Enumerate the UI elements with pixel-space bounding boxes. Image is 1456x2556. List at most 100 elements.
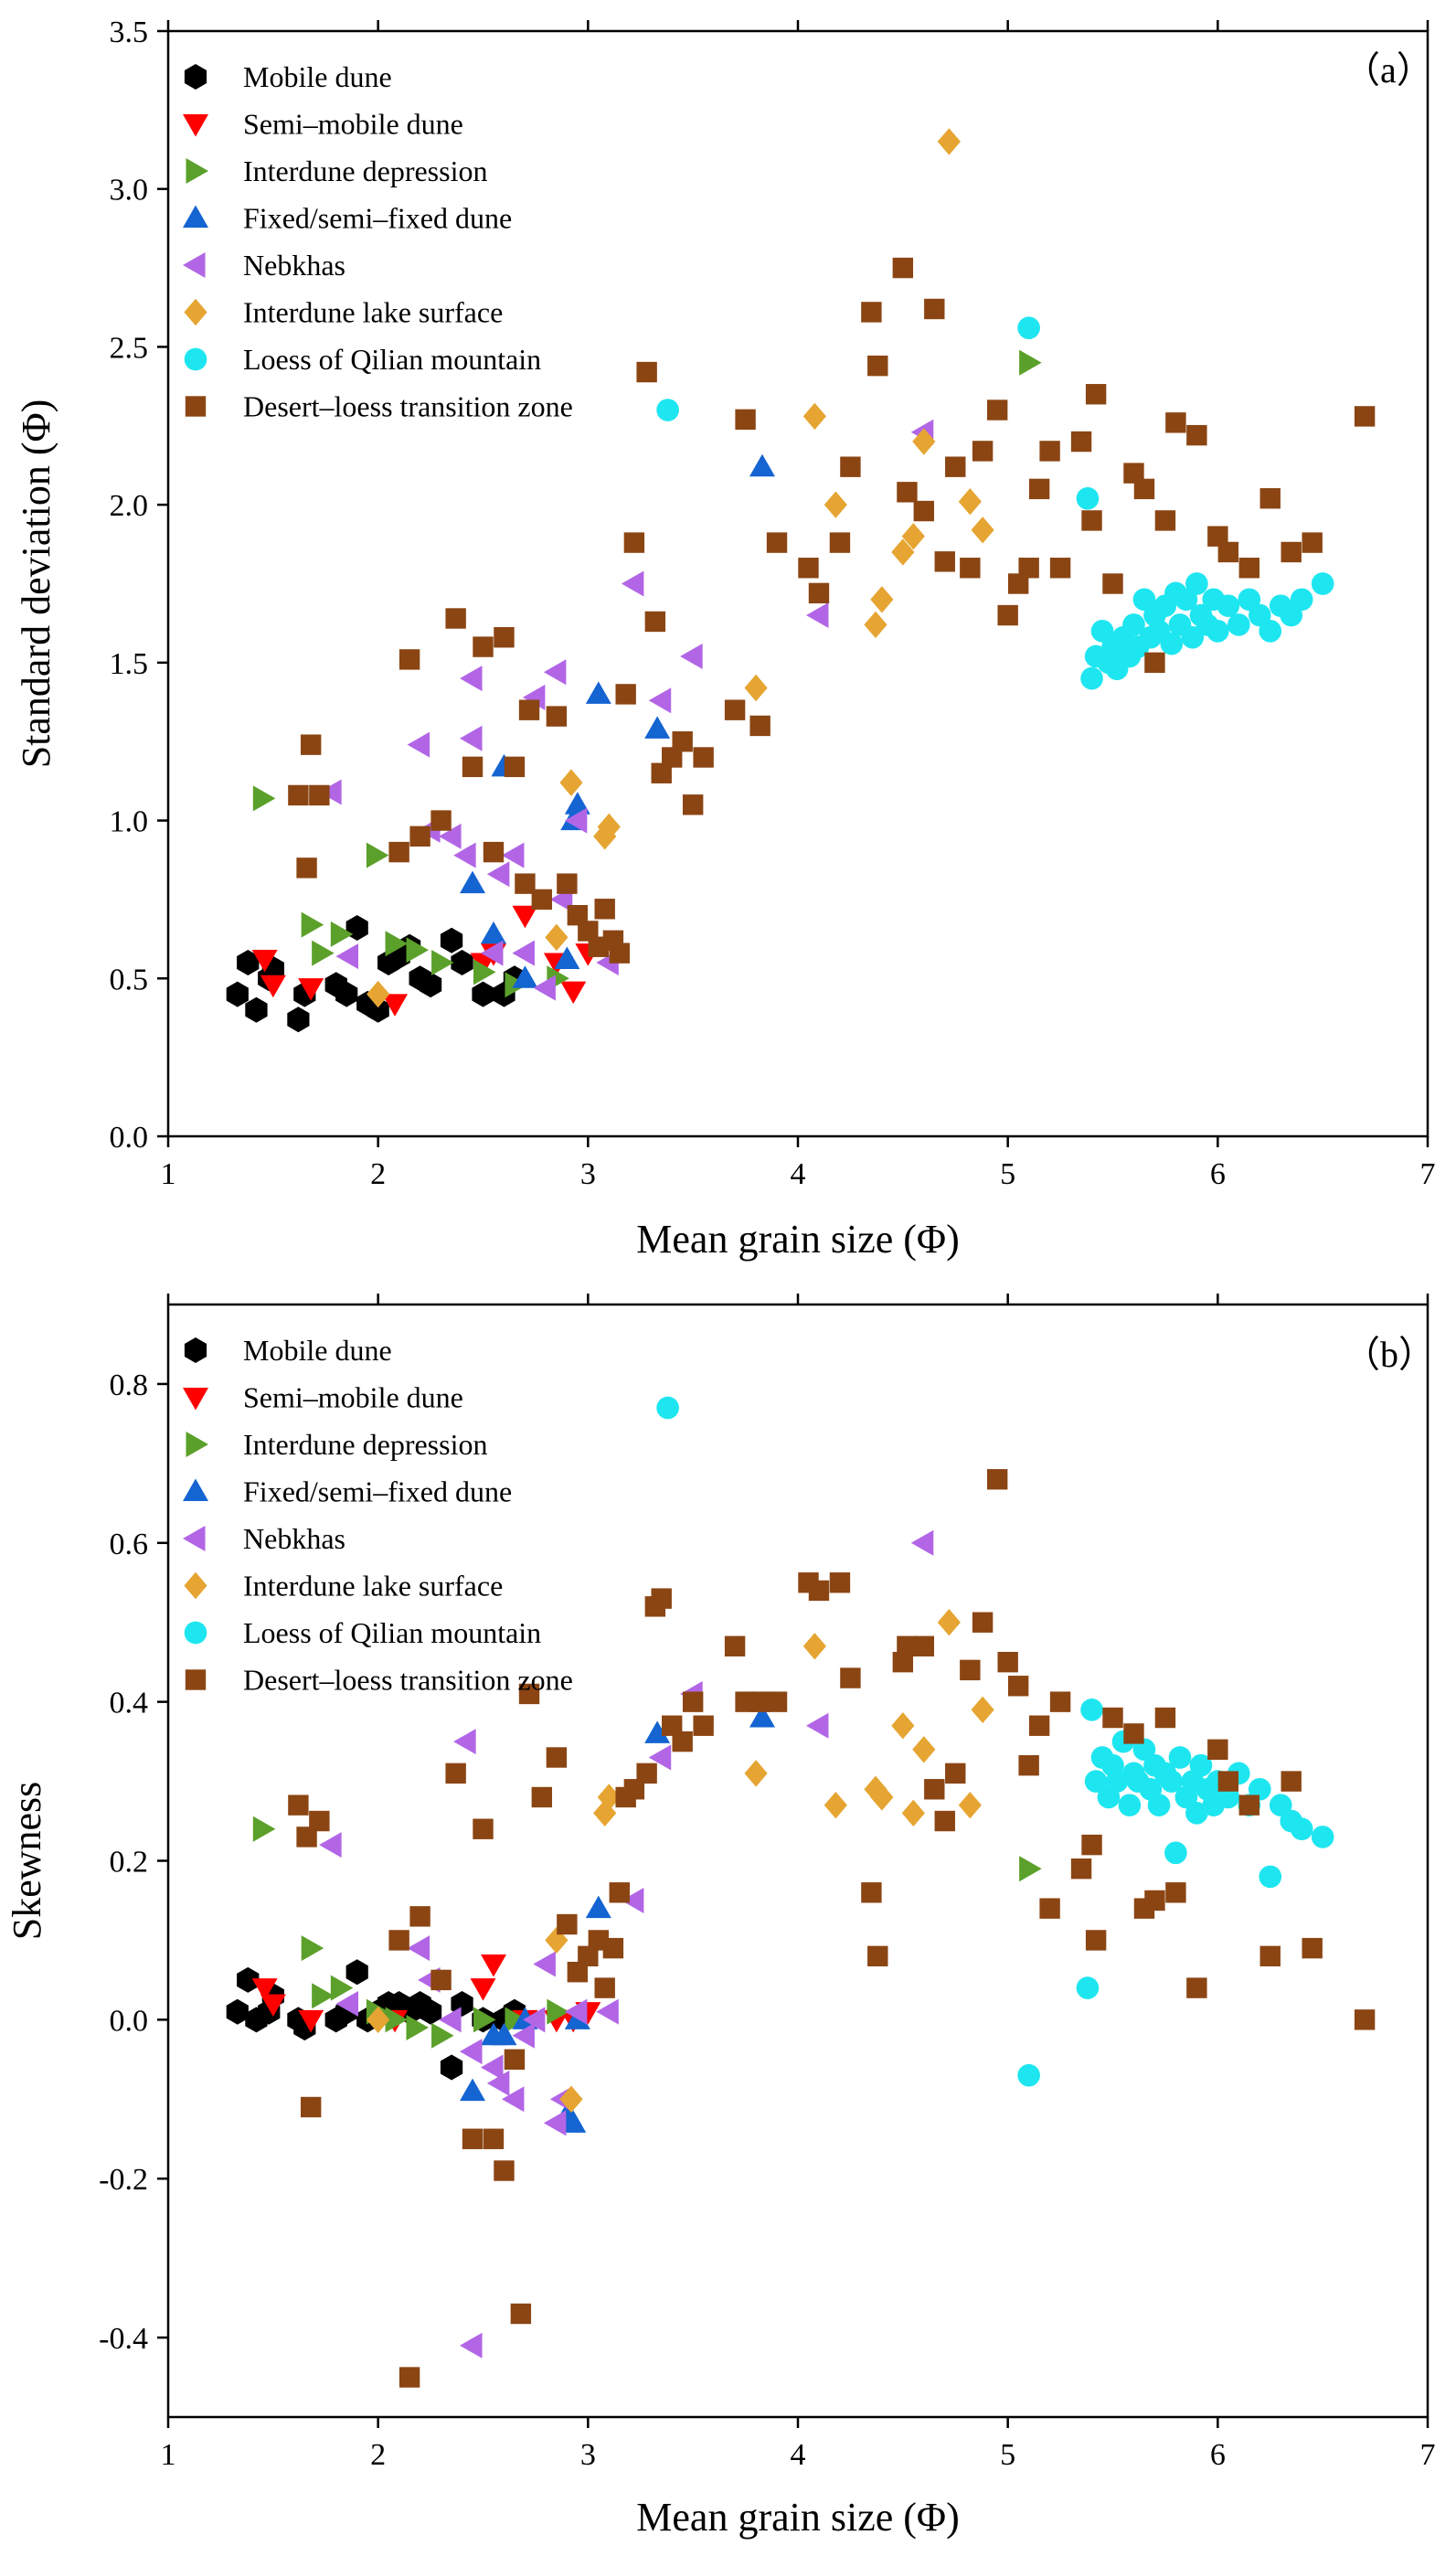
point-desert-loess-transition-zone: [1085, 384, 1107, 405]
y-tick-label: 0.5: [110, 963, 149, 996]
point-loess-of-qilian-mountain: [1160, 1770, 1184, 1793]
point-desert-loess-transition-zone: [309, 784, 330, 806]
point-interdune-lake-surface: [901, 1799, 925, 1827]
point-interdune-depression: [1019, 349, 1042, 376]
point-desert-loess-transition-zone: [861, 302, 882, 323]
point-desert-loess-transition-zone: [615, 684, 636, 705]
point-desert-loess-transition-zone: [445, 1763, 466, 1784]
point-desert-loess-transition-zone: [546, 1747, 568, 1768]
y-tick-label: 0.6: [110, 1528, 149, 1561]
point-nebkhas: [460, 2039, 483, 2065]
legend-label: Loess of Qilian mountain: [243, 1616, 541, 1649]
point-mobile-dune: [226, 1998, 249, 2025]
point-desert-loess-transition-zone: [430, 810, 452, 831]
point-loess-of-qilian-mountain: [1217, 1785, 1240, 1809]
point-desert-loess-transition-zone: [409, 1906, 430, 1927]
point-loess-of-qilian-mountain: [1185, 572, 1208, 595]
point-desert-loess-transition-zone: [945, 1763, 966, 1784]
point-desert-loess-transition-zone: [388, 1930, 409, 1951]
point-desert-loess-transition-zone: [1133, 478, 1155, 500]
point-interdune-lake-surface: [971, 517, 994, 544]
point-desert-loess-transition-zone: [913, 1635, 934, 1656]
point-desert-loess-transition-zone: [1259, 488, 1281, 509]
point-desert-loess-transition-zone: [518, 699, 540, 720]
point-interdune-lake-surface: [937, 1609, 961, 1636]
point-desert-loess-transition-zone: [1049, 558, 1071, 579]
point-loess-of-qilian-mountain: [656, 1396, 679, 1420]
point-desert-loess-transition-zone: [672, 1731, 693, 1752]
y-tick-label: 3.0: [110, 174, 149, 208]
point-nebkhas: [648, 687, 672, 714]
point-desert-loess-transition-zone: [510, 2303, 532, 2325]
chart-panel-b: 1 2 3 4 5 6 7 -0.4 -0.2 0.0 0.2 0.4 0.6 0.8 Mean grain…: [5, 1294, 1436, 2540]
point-desert-loess-transition-zone: [594, 899, 615, 920]
legend-label: Mobile dune: [243, 1334, 392, 1367]
point-desert-loess-transition-zone: [1154, 510, 1176, 531]
point-desert-loess-transition-zone: [473, 636, 494, 657]
point-loess-of-qilian-mountain: [1185, 1802, 1208, 1825]
data-points: [226, 1396, 1376, 2388]
point-desert-loess-transition-zone: [1102, 1707, 1123, 1729]
x-tick-label: 7: [1420, 2438, 1436, 2472]
point-loess-of-qilian-mountain: [1164, 1841, 1187, 1865]
y-axis-title: Skewness: [5, 1782, 49, 1941]
point-desert-loess-transition-zone: [829, 532, 851, 553]
legend-label: Interdune depression: [243, 1428, 487, 1461]
point-desert-loess-transition-zone: [636, 361, 657, 383]
point-desert-loess-transition-zone: [840, 456, 861, 477]
point-loess-of-qilian-mountain: [1017, 2063, 1040, 2087]
point-desert-loess-transition-zone: [1186, 424, 1207, 446]
point-desert-loess-transition-zone: [430, 1969, 452, 1991]
point-desert-loess-transition-zone: [997, 604, 1018, 626]
point-loess-of-qilian-mountain: [1290, 1817, 1313, 1841]
point-interdune-lake-surface: [802, 1633, 826, 1660]
point-desert-loess-transition-zone: [986, 1469, 1008, 1490]
point-interdune-lake-surface: [891, 538, 915, 566]
point-desert-loess-transition-zone: [1081, 1834, 1102, 1856]
x-tick-label: 4: [791, 1157, 806, 1191]
legend-marker: [183, 205, 208, 228]
point-desert-loess-transition-zone: [594, 1977, 615, 1998]
point-fixed-semi-fixed-dune: [491, 2022, 517, 2046]
point-desert-loess-transition-zone: [1207, 1739, 1228, 1760]
legend-label: Fixed/semi–fixed dune: [243, 202, 512, 235]
point-desert-loess-transition-zone: [829, 1572, 851, 1593]
y-tick-label: 0.0: [110, 2004, 149, 2038]
point-desert-loess-transition-zone: [1070, 431, 1092, 453]
point-nebkhas: [486, 2070, 510, 2096]
point-desert-loess-transition-zone: [399, 649, 420, 670]
legend-label: Desert–loess transition zone: [243, 390, 573, 423]
point-desert-loess-transition-zone: [300, 2096, 322, 2118]
point-interdune-depression: [252, 785, 276, 812]
point-loess-of-qilian-mountain: [1090, 619, 1114, 643]
point-semi-mobile-dune: [560, 981, 587, 1005]
point-fixed-semi-fixed-dune: [512, 965, 538, 988]
point-interdune-lake-surface: [559, 2085, 583, 2113]
panel-label: （a）: [1344, 49, 1433, 91]
legend-label: Semi–mobile dune: [243, 1381, 463, 1414]
point-loess-of-qilian-mountain: [1238, 588, 1261, 612]
point-loess-of-qilian-mountain: [656, 399, 679, 421]
point-desert-loess-transition-zone: [897, 482, 918, 503]
point-desert-loess-transition-zone: [515, 873, 536, 894]
point-nebkhas: [621, 570, 644, 597]
point-desert-loess-transition-zone: [399, 2367, 420, 2388]
y-tick-label: 3.5: [110, 16, 149, 49]
point-interdune-lake-surface: [597, 1784, 621, 1811]
point-loess-of-qilian-mountain: [1227, 613, 1250, 636]
legend-marker: [184, 1621, 207, 1645]
point-desert-loess-transition-zone: [288, 1795, 309, 1816]
legend-label: Loess of Qilian mountain: [243, 343, 541, 376]
point-desert-loess-transition-zone: [924, 298, 945, 320]
legend-marker: [185, 396, 207, 417]
point-nebkhas: [512, 940, 535, 966]
point-desert-loess-transition-zone: [934, 1810, 955, 1832]
point-desert-loess-transition-zone: [623, 532, 645, 553]
point-loess-of-qilian-mountain: [1132, 1738, 1156, 1762]
plot-frame: [166, 1303, 1429, 2419]
point-desert-loess-transition-zone: [1186, 1977, 1207, 1998]
point-interdune-lake-surface: [901, 522, 925, 550]
point-loess-of-qilian-mountain: [1168, 1746, 1192, 1769]
point-desert-loess-transition-zone: [546, 706, 568, 727]
point-interdune-depression: [406, 2015, 430, 2041]
